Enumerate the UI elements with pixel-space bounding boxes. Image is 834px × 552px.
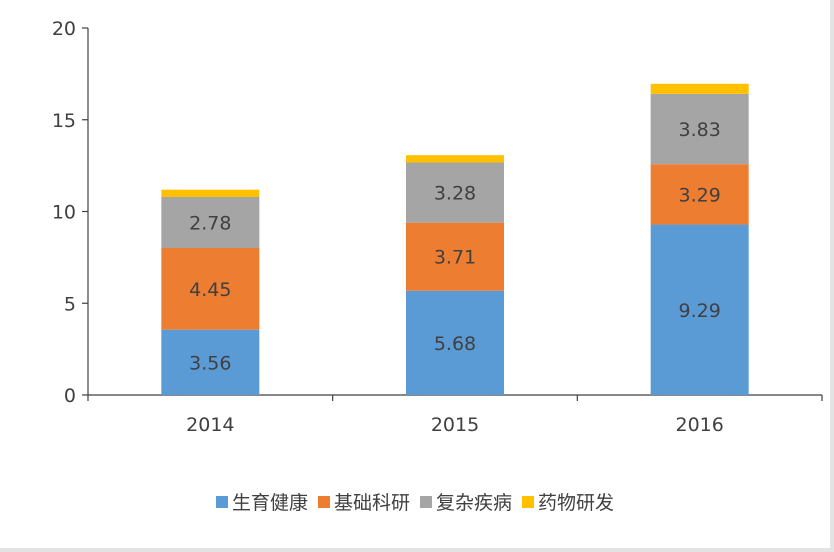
x-tick-label: 2015 (431, 414, 479, 436)
data-label: 9.29 (679, 300, 721, 322)
legend-swatch (522, 495, 535, 508)
data-label: 4.45 (189, 279, 231, 301)
legend-item: 生育健康 (215, 488, 308, 515)
data-label: 3.29 (679, 184, 721, 206)
legend-swatch (420, 495, 432, 508)
data-label: 2.78 (189, 213, 231, 235)
bar-segment (161, 197, 260, 249)
bar-segment (406, 162, 504, 223)
y-tick-label: 0 (64, 385, 76, 407)
data-label: 3.83 (679, 119, 721, 141)
bar-segment (650, 83, 749, 94)
y-tick-label: 5 (64, 293, 76, 315)
legend-label: 药物研发 (538, 492, 615, 514)
bar-segment (406, 155, 504, 163)
bar-segment (161, 189, 260, 198)
y-tick-label: 20 (52, 18, 76, 40)
legend-item: 复杂疾病 (420, 488, 512, 515)
x-tick-label: 2014 (186, 414, 234, 436)
bar-segment (650, 224, 749, 395)
y-tick-label: 15 (52, 110, 76, 132)
legend-item: 基础科研 (317, 488, 410, 515)
bar-segment (650, 93, 749, 165)
labels: 0 5 10 15 20 3.56 4.45 2.78 2014 5.68 3.71 3.28 2015… (52, 18, 724, 436)
legend-label: 复杂疾病 (436, 492, 513, 514)
legend: 生育健康 基础科研 复杂疾病 药物研发 (0, 488, 830, 515)
bar-segment (650, 164, 749, 225)
data-label: 3.71 (434, 247, 476, 269)
data-label: 3.28 (434, 183, 476, 205)
bar-segment (406, 222, 504, 291)
y-tick-label: 10 (52, 202, 76, 224)
legend-swatch (317, 495, 330, 508)
bar-segment (406, 290, 504, 395)
legend-item: 药物研发 (522, 488, 614, 515)
x-tick-label: 2016 (675, 414, 723, 436)
legend-label: 基础科研 (333, 492, 410, 514)
bar-segment (161, 248, 260, 330)
data-label: 3.56 (189, 352, 231, 374)
bars (161, 83, 749, 395)
data-label: 5.68 (434, 333, 476, 355)
legend-label: 生育健康 (231, 492, 308, 514)
bar-segment (161, 329, 260, 395)
legend-swatch (215, 495, 228, 508)
